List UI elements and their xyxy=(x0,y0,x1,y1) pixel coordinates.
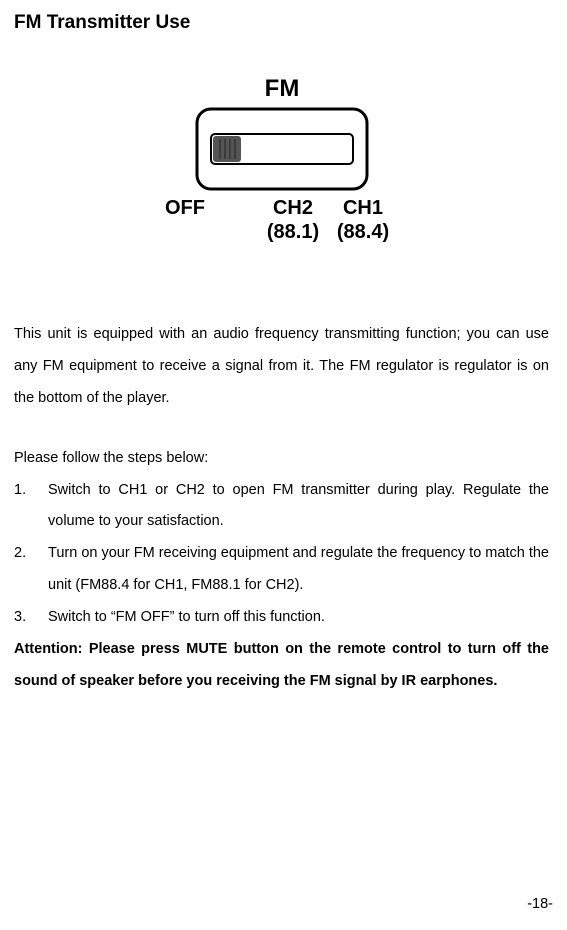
page-title: FM Transmitter Use xyxy=(14,12,549,34)
step-item: Switch to CH1 or CH2 to open FM transmit… xyxy=(14,475,549,539)
page-number: -18- xyxy=(527,896,553,912)
diagram-label-884: (88.4) xyxy=(336,221,388,243)
steps-list: Switch to CH1 or CH2 to open FM transmit… xyxy=(14,475,549,634)
diagram-label-ch2: CH2 xyxy=(272,197,312,219)
steps-intro: Please follow the steps below: xyxy=(14,443,549,475)
intro-paragraph: This unit is equipped with an audio freq… xyxy=(14,319,549,415)
switch-slider xyxy=(213,136,241,162)
diagram-label-off: OFF xyxy=(165,197,205,219)
step-item: Turn on your FM receiving equipment and … xyxy=(14,538,549,602)
diagram-label-881: (88.1) xyxy=(266,221,318,243)
diagram-label-fm: FM xyxy=(264,75,299,102)
diagram-label-ch1: CH1 xyxy=(342,197,382,219)
attention-note: Attention: Please press MUTE button on t… xyxy=(14,634,549,698)
fm-switch-diagram: FM OFF CH2 (88.1) CH1 (88.4) xyxy=(14,74,549,259)
step-item: Switch to “FM OFF” to turn off this func… xyxy=(14,602,549,634)
